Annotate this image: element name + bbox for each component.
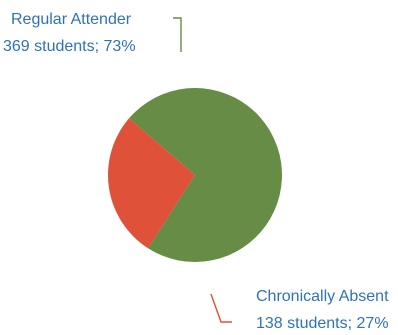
slice-label-regular-attender-name: Regular Attender xyxy=(11,11,132,28)
slice-label-chronically-absent-value: 138 students; 27% xyxy=(256,315,389,332)
leader-line-chronically-absent xyxy=(210,293,232,323)
slice-label-chronically-absent-name: Chronically Absent xyxy=(256,288,389,305)
pie-slice-regular-attender xyxy=(129,88,282,263)
pie-slices xyxy=(107,88,282,263)
slice-label-regular-attender-value: 369 students; 73% xyxy=(3,38,136,55)
pie-slice-chronically-absent xyxy=(107,118,195,249)
leader-line-regular-attender xyxy=(173,17,182,52)
